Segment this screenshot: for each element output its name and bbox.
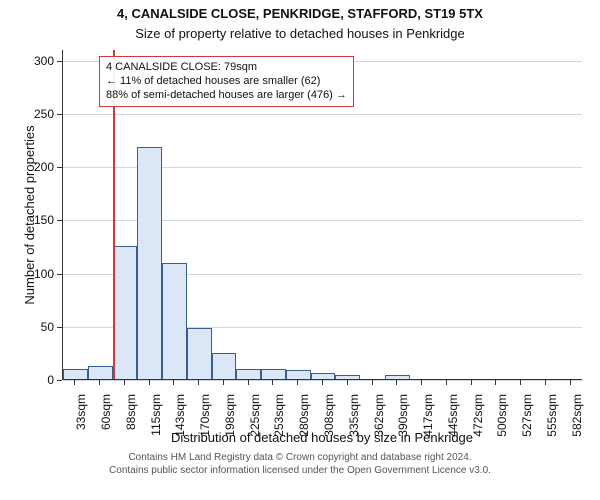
footer-line-1: Contains HM Land Registry data © Crown c… (0, 452, 600, 465)
ytick-mark (57, 167, 62, 168)
ytick-label: 200 (22, 160, 54, 174)
annot-line-1: 4 CANALSIDE CLOSE: 79sqm (106, 61, 347, 75)
xtick-mark (272, 380, 273, 385)
ytick-label: 0 (22, 373, 54, 387)
histogram-bar (212, 353, 237, 379)
xtick-mark (223, 380, 224, 385)
xtick-mark (520, 380, 521, 385)
xtick-mark (99, 380, 100, 385)
gridline (63, 114, 582, 115)
footer-line-2: Contains public sector information licen… (0, 465, 600, 478)
ytick-mark (57, 327, 62, 328)
ytick-mark (57, 220, 62, 221)
ytick-mark (57, 114, 62, 115)
ytick-label: 300 (22, 54, 54, 68)
ytick-mark (57, 61, 62, 62)
histogram-bar (261, 369, 286, 379)
ytick-label: 50 (22, 320, 54, 334)
xtick-mark (471, 380, 472, 385)
ytick-label: 150 (22, 213, 54, 227)
ytick-mark (57, 274, 62, 275)
histogram-bar (162, 263, 187, 379)
ytick-label: 100 (22, 267, 54, 281)
xtick-mark (372, 380, 373, 385)
histogram-bar (335, 375, 360, 379)
xtick-mark (248, 380, 249, 385)
xtick-mark (74, 380, 75, 385)
xtick-mark (124, 380, 125, 385)
xtick-mark (495, 380, 496, 385)
xtick-mark (149, 380, 150, 385)
chart-container: 4, CANALSIDE CLOSE, PENKRIDGE, STAFFORD,… (0, 0, 600, 500)
xtick-mark (297, 380, 298, 385)
ytick-mark (57, 380, 62, 381)
histogram-bar (311, 373, 336, 379)
plot-area: 4 CANALSIDE CLOSE: 79sqm ← 11% of detach… (62, 50, 582, 380)
histogram-bar (187, 328, 212, 379)
xtick-mark (545, 380, 546, 385)
title-main: 4, CANALSIDE CLOSE, PENKRIDGE, STAFFORD,… (0, 6, 600, 21)
histogram-bar (137, 147, 162, 379)
xtick-mark (198, 380, 199, 385)
xtick-mark (570, 380, 571, 385)
footer: Contains HM Land Registry data © Crown c… (0, 452, 600, 477)
x-axis-label: Distribution of detached houses by size … (62, 430, 582, 445)
histogram-bar (286, 370, 311, 379)
annotation-box: 4 CANALSIDE CLOSE: 79sqm ← 11% of detach… (99, 56, 354, 107)
histogram-bar (385, 375, 410, 379)
xtick-mark (396, 380, 397, 385)
histogram-bar (88, 366, 113, 379)
xtick-mark (173, 380, 174, 385)
annot-line-3: 88% of semi-detached houses are larger (… (106, 89, 347, 103)
xtick-mark (446, 380, 447, 385)
histogram-bar (236, 369, 261, 379)
xtick-mark (347, 380, 348, 385)
annot-line-2: ← 11% of detached houses are smaller (62… (106, 75, 347, 89)
histogram-bar (113, 246, 138, 379)
xtick-mark (322, 380, 323, 385)
ytick-label: 250 (22, 107, 54, 121)
histogram-bar (63, 369, 88, 379)
title-sub: Size of property relative to detached ho… (0, 26, 600, 41)
xtick-mark (421, 380, 422, 385)
